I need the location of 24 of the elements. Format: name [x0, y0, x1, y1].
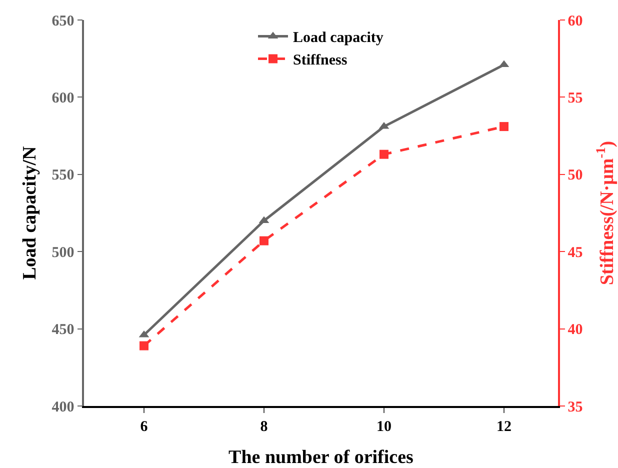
- x-tick-label: 6: [140, 418, 148, 435]
- y-tick-label: 650: [52, 13, 74, 30]
- y-tick-label: 600: [52, 90, 74, 106]
- y-tick-label: 550: [52, 168, 74, 184]
- y2-tick-label: 50: [568, 168, 583, 184]
- y2-tick-label: 35: [568, 399, 583, 416]
- point: [380, 150, 388, 159]
- y2-tick-label: 40: [568, 322, 583, 338]
- y-tick-label: 400: [52, 399, 74, 416]
- legend-label: Stiffness: [293, 52, 348, 69]
- x-tick-label: 12: [496, 418, 512, 435]
- y-tick-label: 450: [52, 322, 74, 338]
- y2-tick-label: 60: [568, 13, 583, 30]
- point: [260, 236, 268, 246]
- y2-tick-label: 55: [568, 90, 583, 106]
- y2-tick-label: 45: [568, 244, 583, 261]
- x-axis-title: The number of orifices: [228, 447, 414, 468]
- y-tick-label: 500: [52, 244, 74, 261]
- x-tick-label: 10: [376, 418, 392, 435]
- y-axis-title: Load capacity/N: [20, 146, 40, 280]
- point: [500, 122, 508, 132]
- point: [140, 341, 148, 350]
- legend-label: Load capacity: [293, 30, 384, 46]
- x-tick-label: 8: [260, 418, 268, 435]
